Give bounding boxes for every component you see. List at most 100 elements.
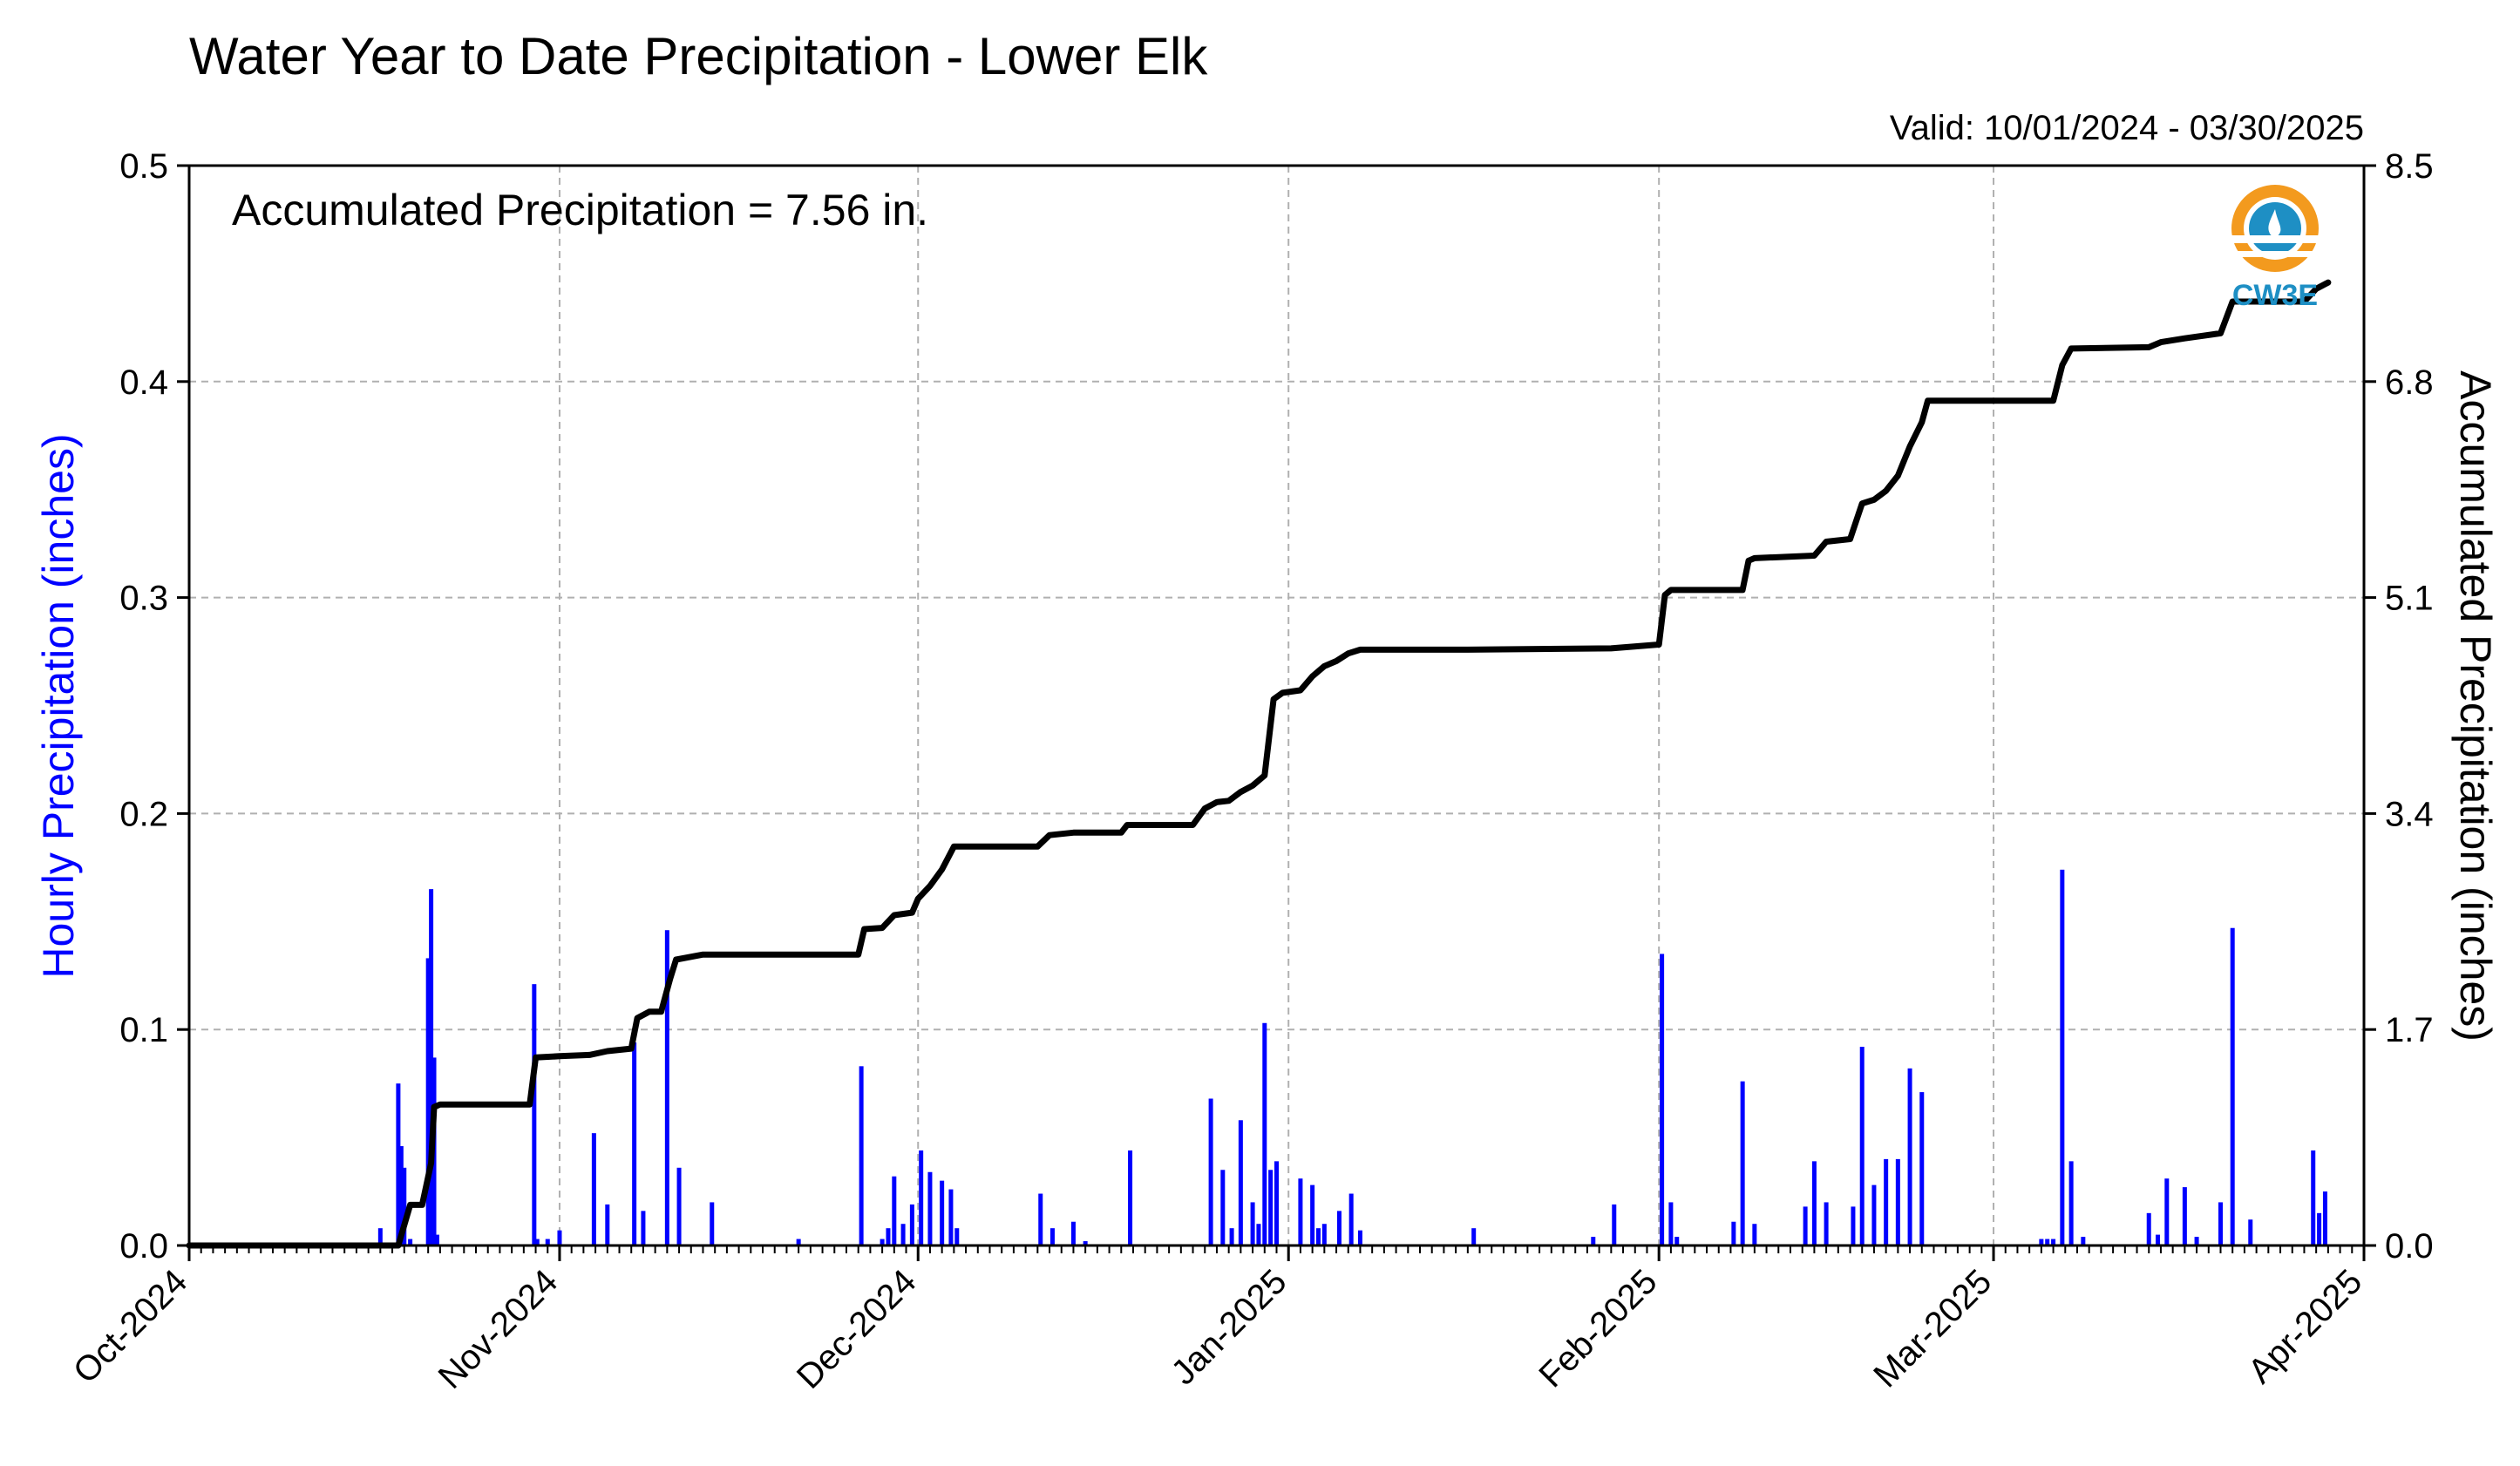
hourly-bar <box>1752 1224 1757 1245</box>
hourly-bar <box>1128 1150 1133 1245</box>
chart-title: Water Year to Date Precipitation - Lower… <box>189 27 1208 85</box>
hourly-bar <box>2156 1234 2161 1245</box>
y-left-tick-label: 0.0 <box>119 1227 168 1266</box>
grid-layer <box>189 166 2364 1245</box>
x-tick-label: Apr-2025 <box>2241 1262 2369 1390</box>
hourly-bar <box>1315 1228 1321 1245</box>
hourly-bar <box>1471 1228 1477 1245</box>
hourly-bar <box>1049 1228 1055 1245</box>
hourly-bar <box>396 1083 401 1245</box>
hourly-bar <box>1250 1202 1255 1245</box>
hourly-bar <box>1357 1230 1362 1245</box>
hourly-bar <box>1229 1228 1234 1245</box>
hourly-bar <box>2230 927 2235 1245</box>
hourly-bar <box>1336 1211 1342 1245</box>
hourly-bar <box>1268 1170 1274 1245</box>
right-axis-ticks: 0.0 1.7 3.4 5.1 6.8 8.5 <box>2364 147 2434 1266</box>
hourly-bar <box>892 1176 897 1245</box>
hourly-bar <box>900 1224 906 1245</box>
hourly-bar <box>919 1150 924 1245</box>
hourly-bar <box>2164 1178 2170 1245</box>
y-left-tick-label: 0.2 <box>119 795 168 833</box>
y-axis-right-label: Accumulated Precipitation (inches) <box>2451 370 2500 1042</box>
hourly-bar <box>425 958 431 1245</box>
hourly-bar <box>1803 1206 1808 1245</box>
hourly-bar <box>2322 1191 2327 1245</box>
hourly-bar <box>2218 1202 2223 1245</box>
hourly-bar <box>2068 1161 2074 1245</box>
hourly-bar <box>1895 1158 1900 1245</box>
hourly-bar <box>1274 1161 1279 1245</box>
hourly-bar <box>927 1171 933 1245</box>
hourly-bar <box>710 1202 715 1245</box>
hourly-bar <box>1348 1193 1354 1245</box>
hourly-bar <box>2146 1212 2151 1245</box>
hourly-bar <box>2182 1187 2187 1245</box>
hourly-bar <box>2060 869 2065 1245</box>
valid-range: Valid: 10/01/2024 - 03/30/2025 <box>1890 109 2364 147</box>
accumulated-line <box>186 279 2332 1249</box>
hourly-bar <box>676 1167 682 1245</box>
x-tick-label: Dec-2024 <box>790 1262 924 1396</box>
cw3e-logo: CW3E <box>2230 185 2320 312</box>
plot-frame <box>187 164 2366 1247</box>
hourly-bar <box>2045 1239 2050 1245</box>
hourly-bar <box>1884 1158 1889 1245</box>
x-tick-label: Nov-2024 <box>431 1262 566 1396</box>
hourly-bar <box>398 1146 404 1245</box>
hourly-bar <box>796 1239 801 1245</box>
hourly-bar <box>1612 1204 1617 1245</box>
hourly-bar <box>1256 1224 1261 1245</box>
hourly-bar <box>664 930 669 1245</box>
hourly-bar <box>1070 1221 1076 1245</box>
hourly-bar <box>2081 1237 2086 1245</box>
y-right-tick-label: 8.5 <box>2385 147 2434 186</box>
hourly-bar <box>1238 1120 1243 1245</box>
hourly-bar <box>1298 1178 1303 1245</box>
x-tick-label: Mar-2025 <box>1866 1262 1999 1395</box>
hourly-bar <box>954 1228 960 1245</box>
y-left-tick-label: 0.3 <box>119 580 168 618</box>
hourly-bar <box>532 984 537 1245</box>
hourly-bar <box>2248 1219 2253 1245</box>
hourly-bar <box>2317 1212 2322 1245</box>
hourly-bar <box>1591 1237 1596 1245</box>
hourly-bar <box>1811 1161 1817 1245</box>
x-tick-label: Jan-2025 <box>1165 1262 1294 1392</box>
hourly-bars <box>377 869 2327 1245</box>
hourly-bar <box>1919 1092 1925 1245</box>
hourly-bar <box>859 1066 864 1245</box>
hourly-bar <box>1310 1184 1315 1245</box>
hourly-bar <box>880 1239 885 1245</box>
hourly-bar <box>408 1239 413 1245</box>
hourly-bar <box>1660 954 1665 1245</box>
hourly-bar <box>402 1167 407 1245</box>
y-left-tick-label: 0.5 <box>119 147 168 186</box>
y-left-tick-label: 0.4 <box>119 363 168 402</box>
hourly-bar <box>1083 1241 1088 1245</box>
hourly-bar <box>641 1211 646 1245</box>
annotation-accumulated: Accumulated Precipitation = 7.56 in. <box>232 186 928 234</box>
y-axis-left-label: Hourly Precipitation (inches) <box>34 433 83 978</box>
y-right-tick-label: 1.7 <box>2385 1011 2434 1049</box>
left-axis-ticks: 0.0 0.1 0.2 0.3 0.4 0.5 <box>119 147 189 1266</box>
hourly-bar <box>434 1234 439 1245</box>
hourly-bar <box>2194 1237 2199 1245</box>
hourly-bar <box>1038 1193 1043 1245</box>
logo-text: CW3E <box>2232 279 2318 312</box>
hourly-bar <box>1262 1022 1267 1245</box>
hourly-bar <box>1871 1184 1877 1245</box>
hourly-bar <box>429 889 434 1245</box>
hourly-bar <box>591 1133 596 1245</box>
hourly-bar <box>1731 1221 1736 1245</box>
hourly-bar <box>948 1189 954 1245</box>
x-tick-label: Feb-2025 <box>1532 1262 1664 1395</box>
hourly-bar <box>2039 1239 2044 1245</box>
hourly-bar <box>557 1230 562 1245</box>
y-right-tick-label: 6.8 <box>2385 363 2434 402</box>
hourly-bar <box>940 1180 945 1245</box>
hourly-bar <box>1668 1202 1674 1245</box>
hourly-bar <box>2311 1150 2316 1245</box>
hourly-bar <box>2051 1239 2056 1245</box>
